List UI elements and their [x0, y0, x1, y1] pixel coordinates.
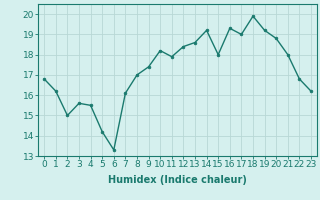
- X-axis label: Humidex (Indice chaleur): Humidex (Indice chaleur): [108, 175, 247, 185]
